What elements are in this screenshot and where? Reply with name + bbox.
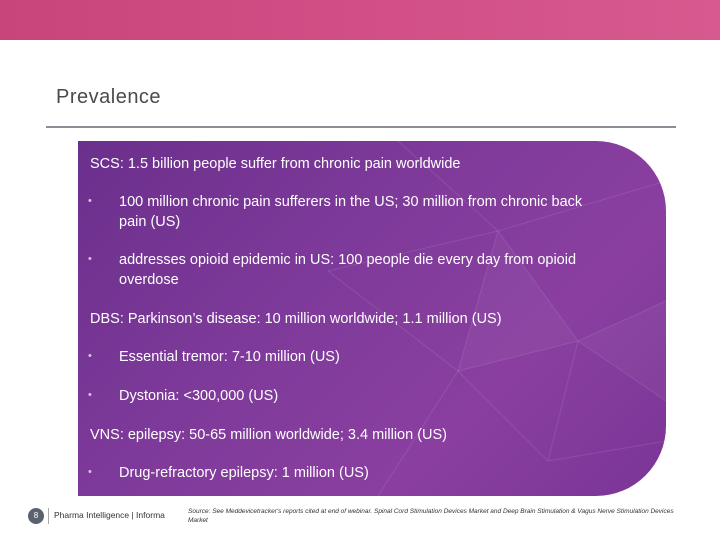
scs-bullet-2-line-2: overdose (119, 272, 179, 288)
dbs-bullet-2: Dystonia: <300,000 (US) (119, 388, 279, 404)
dbs-heading: DBS: Parkinson’s disease: 10 million wor… (90, 311, 502, 327)
scs-bullet-1-line-2: pain (US) (119, 214, 181, 230)
footer-brand: Pharma Intelligence | Informa (54, 510, 165, 520)
scs-bullet-2-line-1: addresses opioid epidemic in US: 100 peo… (119, 252, 577, 268)
bullet-marker: • (88, 253, 92, 265)
bullet-marker: • (88, 195, 92, 207)
footer-divider (48, 508, 49, 524)
geometric-pattern-decoration (327, 141, 666, 496)
bullet-marker: • (88, 350, 92, 362)
dbs-bullet-1: Essential tremor: 7-10 million (US) (119, 349, 340, 365)
top-accent-bar (0, 0, 720, 40)
slide-title: Prevalence (56, 86, 162, 108)
page-number: 8 (28, 508, 44, 524)
vns-bullet-1: Drug-refractory epilepsy: 1 million (US) (119, 465, 369, 481)
content-panel: SCS: 1.5 billion people suffer from chro… (78, 141, 666, 496)
scs-heading: SCS: 1.5 billion people suffer from chro… (90, 156, 461, 172)
scs-bullet-1-line-1: 100 million chronic pain sufferers in th… (119, 194, 583, 210)
footer-source-note: Source: See Meddevicetracker's reports c… (188, 508, 674, 524)
title-divider (46, 126, 676, 128)
vns-heading: VNS: epilepsy: 50-65 million worldwide; … (90, 427, 447, 443)
bullet-marker: • (88, 389, 92, 401)
bullet-marker: • (88, 466, 92, 478)
